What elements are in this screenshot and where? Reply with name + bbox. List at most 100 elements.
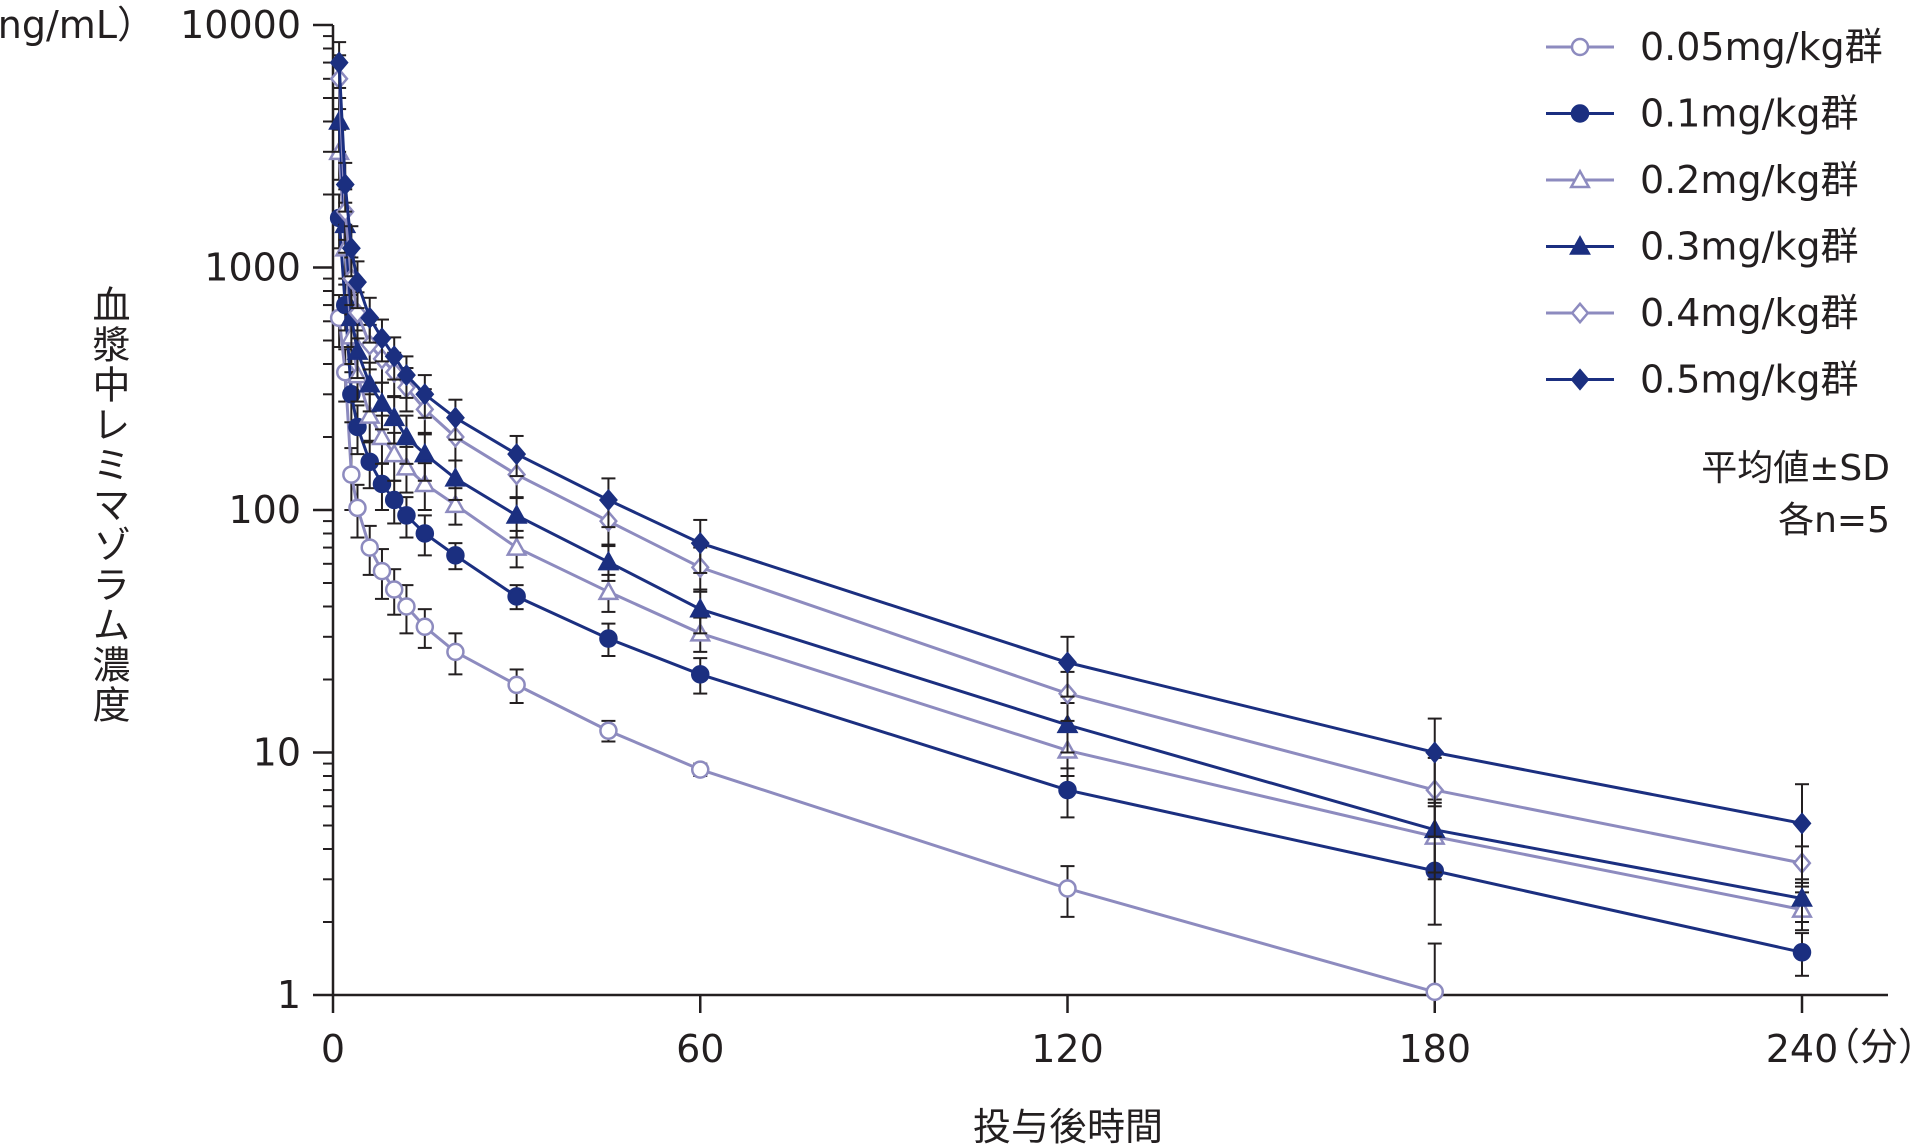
x-tick-label: 240 (1766, 1027, 1839, 1071)
data-point (372, 327, 392, 350)
legend-item-1: 0.1mg/kg群 (1546, 92, 1859, 136)
data-point (395, 455, 418, 476)
data-point (1792, 943, 1812, 962)
data-point (360, 538, 379, 557)
data-point (395, 425, 418, 446)
data-point (1792, 812, 1812, 835)
data-point (507, 442, 527, 466)
legend: 0.05mg/kg群 0.1mg/kg群 0.2mg/kg群 0.3mg/kg群 0.4… (1546, 25, 1883, 402)
data-point (335, 173, 355, 196)
data-point (691, 665, 710, 684)
data-point (1056, 713, 1079, 734)
data-point (1569, 168, 1591, 189)
data-point (397, 506, 416, 525)
data-point (1425, 741, 1445, 764)
series-5 (329, 41, 1812, 888)
data-point (599, 721, 618, 740)
data-point (1570, 37, 1590, 57)
data-point (384, 490, 404, 510)
data-point (598, 488, 618, 512)
series-line (337, 217, 1803, 954)
series-line (337, 121, 1803, 900)
data-point (1569, 235, 1591, 255)
data-point (415, 617, 435, 637)
x-axis-unit: （分） (1822, 1025, 1920, 1069)
legend-label: 0.2mg/kg群 (1640, 158, 1859, 202)
data-point (415, 383, 435, 406)
y-tick-label: 100 (228, 488, 301, 532)
data-point (396, 363, 416, 387)
data-point (507, 675, 526, 695)
y-tick-label: 10 (253, 731, 301, 775)
y-tick-label: 10000 (180, 3, 301, 47)
y-tick-label: 1000 (204, 246, 301, 290)
data-point (329, 51, 349, 74)
data-point (446, 546, 465, 565)
data-point (507, 587, 526, 606)
data-point (413, 442, 436, 463)
x-axis-title: 投与後時間 (973, 1105, 1163, 1144)
data-point (1570, 104, 1590, 123)
data-point (413, 472, 436, 493)
series-0 (329, 294, 1444, 1002)
legend-item-2: 0.2mg/kg群 (1546, 158, 1859, 202)
data-point (446, 642, 465, 662)
data-point (341, 237, 361, 260)
y-ticks: 1 10 100 1000 10000 (180, 3, 333, 1017)
data-point (1058, 651, 1077, 674)
series-3 (328, 96, 1813, 924)
x-tick-label: 120 (1031, 1027, 1104, 1071)
data-point (397, 597, 416, 616)
data-point (383, 406, 406, 427)
note-mean-sd: 平均値±SD (1701, 448, 1890, 489)
data-point (346, 340, 369, 360)
series-2 (328, 128, 1813, 932)
data-point (358, 404, 381, 424)
series-line (337, 62, 1803, 825)
data-point (1058, 879, 1077, 898)
series-1 (329, 193, 1812, 977)
legend-label: 0.3mg/kg群 (1640, 225, 1859, 269)
data-point (371, 425, 393, 446)
data-point (690, 532, 710, 555)
data-point (1570, 301, 1590, 325)
data-point (384, 580, 404, 599)
data-point (372, 474, 392, 494)
y-axis-title: 血漿中レミマゾラム濃度 (86, 285, 130, 725)
legend-label: 0.05mg/kg群 (1640, 25, 1883, 69)
data-point (371, 392, 393, 412)
data-point (342, 465, 361, 484)
data-point (1058, 780, 1077, 800)
data-point (415, 524, 435, 543)
data-point (348, 498, 367, 518)
legend-label: 0.1mg/kg群 (1640, 92, 1859, 136)
series-line (337, 78, 1803, 865)
data-point (360, 306, 380, 329)
data-point (372, 561, 392, 581)
axes: 1 10 100 1000 10000 0 60 120 180 240 (180, 3, 1888, 1071)
series-layer (328, 41, 1813, 1002)
series-line (337, 317, 1436, 994)
legend-item-4: 0.4mg/kg群 (1546, 291, 1859, 335)
y-axis-unit: （ng/mL） (0, 3, 155, 47)
y-tick-label: 1 (277, 973, 301, 1017)
legend-label: 0.5mg/kg群 (1640, 358, 1859, 402)
legend-item-5: 0.5mg/kg群 (1546, 358, 1859, 402)
data-point (383, 442, 406, 463)
data-point (597, 580, 620, 601)
legend-item-3: 0.3mg/kg群 (1546, 225, 1859, 269)
data-point (384, 345, 404, 368)
data-point (597, 550, 620, 571)
data-point (691, 760, 710, 779)
x-tick-label: 180 (1398, 1027, 1471, 1071)
legend-item-0: 0.05mg/kg群 (1546, 25, 1883, 69)
data-point (348, 271, 367, 294)
data-point (505, 504, 528, 524)
data-point (444, 493, 467, 514)
data-point (444, 467, 467, 487)
data-point (1425, 982, 1444, 1002)
x-tick-label: 0 (321, 1027, 345, 1071)
x-tick-label: 60 (676, 1027, 724, 1071)
legend-label: 0.4mg/kg群 (1640, 291, 1859, 335)
